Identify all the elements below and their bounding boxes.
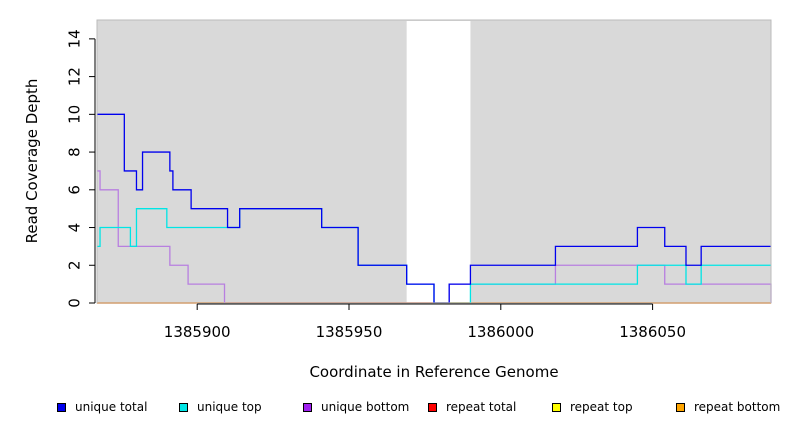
legend-swatch-repeat-bottom [676,402,685,412]
y-axis: 0 2 4 6 8 10 12 14 [65,29,96,308]
coverage-chart: 0 2 4 6 8 10 12 14 1385900 1385950 1386000 1386050… [23,19,772,381]
plot-frame [96,19,772,304]
legend-label: unique bottom [321,400,410,414]
y-tick-label: 4 [65,223,83,233]
legend-label: repeat total [446,400,517,414]
legend-swatch-repeat-total [428,402,437,412]
legend-label: unique total [75,400,148,414]
gap-region-layer [406,19,471,303]
x-tick-label: 1386000 [467,323,534,341]
legend-label: repeat top [570,400,633,414]
legend-label: repeat bottom [694,400,781,414]
legend-item-unique-total: unique total [57,400,147,414]
legend-swatch-unique-total [57,402,66,412]
legend-item-unique-bottom: unique bottom [303,400,409,414]
y-tick-label: 14 [65,29,83,48]
legend-swatch-unique-bottom [303,402,312,412]
gap-region [406,21,471,303]
y-tick-label: 8 [65,147,83,157]
y-tick-label: 12 [65,67,83,86]
plot-frame-layer [96,19,772,304]
series-line-unique-total [97,113,771,304]
legend-label: unique top [197,400,262,414]
x-tick-label: 1385950 [316,323,383,341]
x-axis-title: Coordinate in Reference Genome [309,363,558,381]
x-tick-label: 1385900 [164,323,231,341]
legend: unique total unique top unique bottom re… [0,400,792,418]
legend-swatch-repeat-top [552,402,561,412]
x-axis: 1385900 1385950 1386000 1386050 [164,303,686,341]
y-tick-label: 2 [65,260,83,270]
legend-item-repeat-total: repeat total [428,400,516,414]
x-tick-label: 1386050 [619,323,686,341]
legend-item-repeat-bottom: repeat bottom [676,400,780,414]
legend-item-unique-top: unique top [179,400,262,414]
legend-swatch-unique-top [179,402,188,412]
y-tick-label: 6 [65,185,83,195]
y-tick-label: 10 [65,105,83,124]
y-tick-label: 0 [65,298,83,308]
y-axis-title: Read Coverage Depth [23,79,41,244]
legend-item-repeat-top: repeat top [552,400,633,414]
